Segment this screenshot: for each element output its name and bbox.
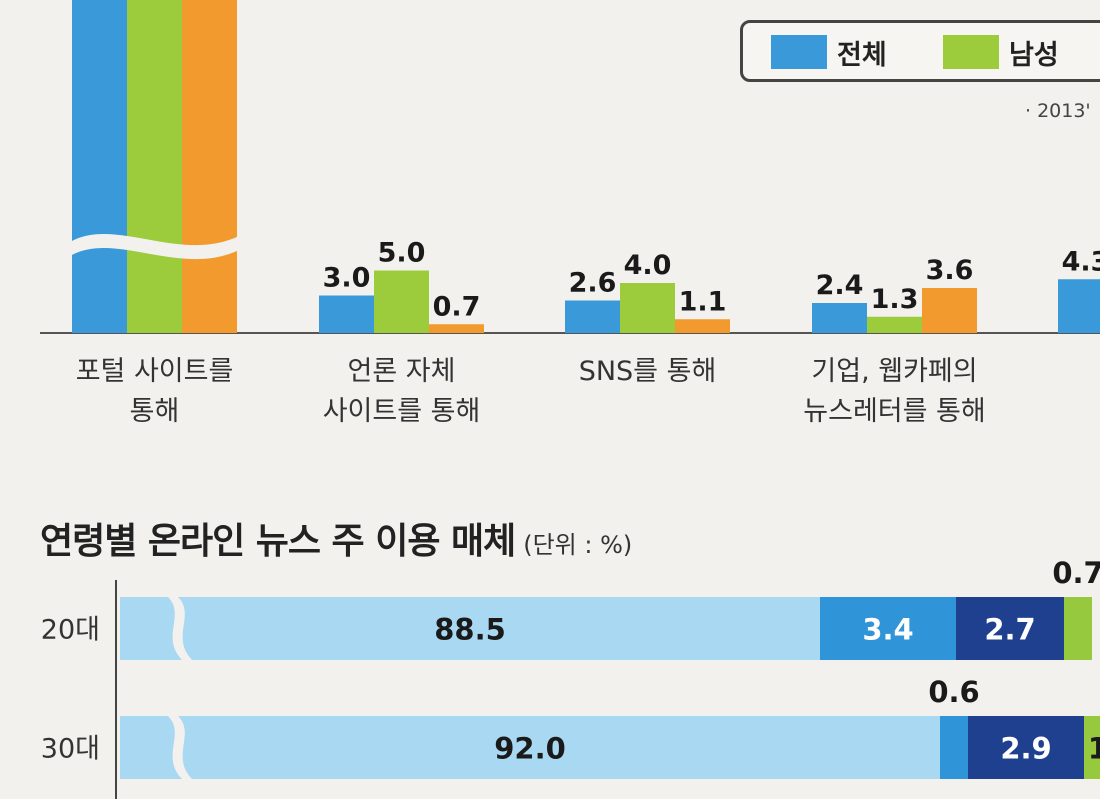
legend-item-male: 남성 — [943, 35, 1059, 71]
bar-g1-s2 — [429, 324, 484, 333]
bar-g2-s2 — [675, 319, 730, 333]
segment-r1-s2 — [968, 716, 1084, 779]
value-label-g3-s0: 2.4 — [816, 270, 864, 301]
row-label-0: 20대 — [41, 615, 100, 646]
bar-g3-s1 — [867, 316, 922, 333]
bar-g2-s1 — [620, 283, 675, 333]
segment-r1-s3 — [1084, 716, 1100, 779]
bar-g0-s2 — [182, 0, 237, 333]
segment-label-r0-s0: 88.5 — [434, 613, 506, 647]
category-label-1-line0: 언론 자체 — [348, 356, 456, 387]
segment-label-r1-s0: 92.0 — [494, 732, 566, 766]
segment-r0-s3 — [1064, 597, 1092, 660]
segment-r0-s0 — [120, 597, 820, 660]
segment-label-r1-s3: 1 — [1088, 732, 1100, 766]
category-label-0-line1: 통해 — [130, 396, 180, 427]
age-section-title-text: 연령별 온라인 뉴스 주 이용 매체 — [40, 521, 516, 562]
category-label-2-line0: SNS를 통해 — [579, 356, 717, 387]
segment-r1-s0 — [120, 716, 940, 779]
row-label-1: 30대 — [41, 734, 100, 765]
bar-g4-s0 — [1058, 279, 1100, 333]
age-section-unit: (단위 : %) — [523, 531, 633, 559]
legend-swatch-total — [771, 35, 827, 69]
bar-g1-s0 — [319, 295, 374, 333]
value-label-g2-s2: 1.1 — [679, 286, 727, 317]
bar-g3-s0 — [812, 303, 867, 333]
category-label-1-line1: 사이트를 통해 — [323, 396, 481, 427]
legend: 전체 남성 — [740, 20, 1100, 82]
value-label-g1-s1: 5.0 — [378, 238, 426, 269]
value-label-g2-s0: 2.6 — [569, 268, 617, 299]
segment-r0-s1 — [820, 597, 956, 660]
bar-g0-s1 — [127, 0, 182, 334]
value-label-g3-s2: 3.6 — [926, 255, 974, 286]
segment-label-r0-s3: 0.7 — [1052, 556, 1100, 590]
legend-label-total: 전체 — [837, 39, 887, 71]
age-section-title: 연령별 온라인 뉴스 주 이용 매체 (단위 : %) — [40, 512, 632, 564]
value-label-g1-s0: 3.0 — [323, 263, 371, 294]
segment-label-r0-s1: 3.4 — [862, 613, 913, 647]
survey-note: · 2013' — [1025, 100, 1091, 122]
legend-swatch-male — [943, 35, 999, 69]
category-label-3-line1: 뉴스레터를 통해 — [803, 396, 985, 427]
segment-r0-s2 — [956, 597, 1064, 660]
bar-g0-s0 — [72, 0, 127, 333]
legend-item-total: 전체 — [771, 35, 887, 71]
row-break-mark-0 — [168, 597, 192, 660]
bar-g1-s1 — [374, 270, 429, 333]
axis-break-wave — [70, 233, 239, 260]
category-label-3-line0: 기업, 웹카페의 — [811, 356, 977, 387]
bar-g2-s0 — [565, 300, 620, 333]
value-label-g3-s1: 1.3 — [871, 284, 919, 315]
bar-g3-s2 — [922, 288, 977, 333]
segment-r1-s1 — [940, 716, 968, 779]
value-label-g2-s1: 4.0 — [624, 250, 672, 281]
value-label-g1-s2: 0.7 — [433, 291, 481, 322]
category-label-0-line0: 포털 사이트를 — [76, 356, 234, 387]
legend-label-male: 남성 — [1009, 39, 1059, 71]
segment-label-r1-s2: 2.9 — [1000, 732, 1051, 766]
value-label-g4-s0: 4.3 — [1062, 246, 1100, 277]
segment-label-r0-s2: 2.7 — [984, 613, 1035, 647]
segment-label-r1-s1: 0.6 — [928, 675, 979, 709]
row-break-mark-1 — [168, 716, 192, 779]
